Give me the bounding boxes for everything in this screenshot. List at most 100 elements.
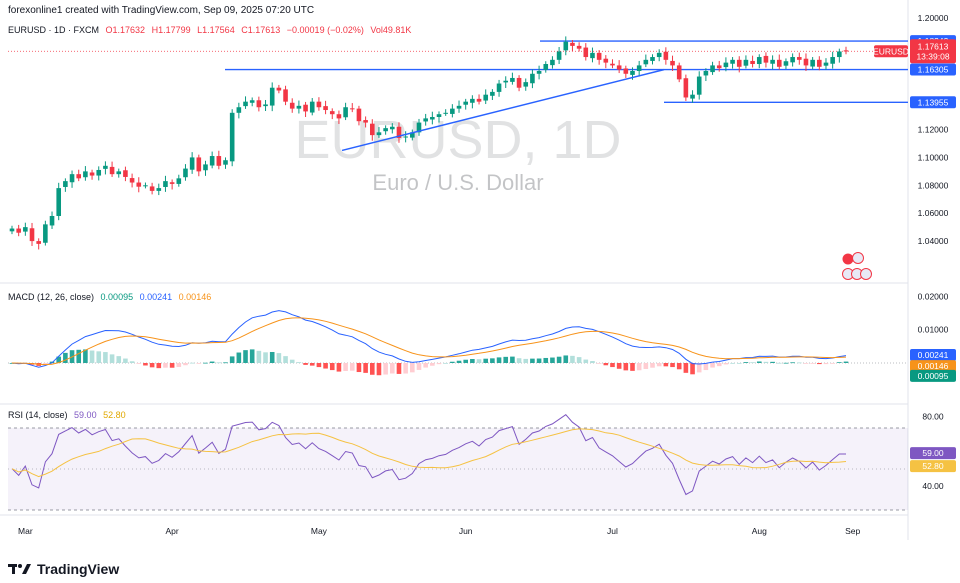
- macd-bar: [710, 363, 715, 368]
- macd-bar: [510, 356, 515, 363]
- macd-bar: [470, 359, 475, 363]
- candle-body: [656, 52, 662, 58]
- candle-body: [716, 65, 722, 69]
- candle-body: [323, 106, 328, 111]
- rsi-ma-line: [11, 428, 847, 478]
- macd-bar: [530, 358, 535, 363]
- change-value: −0.00019 (−0.02%): [286, 25, 364, 35]
- candle-body: [430, 116, 435, 120]
- macd-value-label: 0.00095: [918, 371, 949, 381]
- candle-body: [736, 59, 742, 67]
- candle-body: [96, 169, 102, 176]
- rsi-value-label: 52.80: [922, 461, 944, 471]
- candle-body: [176, 178, 182, 184]
- candle-body: [376, 132, 382, 136]
- candle-body: [156, 188, 162, 191]
- macd-bar: [830, 363, 835, 364]
- macd-bar: [483, 358, 489, 363]
- candle-body: [49, 215, 55, 226]
- macd-bar: [143, 363, 148, 366]
- macd-bar: [770, 361, 775, 363]
- candle-body: [336, 114, 342, 119]
- economic-events[interactable]: [842, 252, 872, 280]
- candle-body: [536, 70, 542, 74]
- event-flag-icon[interactable]: [842, 253, 854, 265]
- candle-body: [36, 241, 41, 244]
- candle-body: [516, 77, 522, 88]
- macd-bar: [403, 363, 408, 374]
- candle-body: [763, 55, 769, 63]
- candle-body: [136, 182, 142, 187]
- candle-body: [189, 157, 195, 170]
- candle-body: [790, 57, 795, 63]
- macd-bar: [363, 363, 368, 373]
- event-flag-icon[interactable]: [860, 268, 872, 280]
- macd-bar: [323, 363, 328, 369]
- macd-bar: [803, 363, 809, 364]
- candle-body: [636, 65, 642, 71]
- candle-body: [556, 51, 562, 60]
- candle-body: [576, 45, 582, 49]
- rsi-value-tag: [910, 447, 956, 460]
- candle-body: [843, 50, 849, 52]
- macd-bar: [823, 363, 829, 365]
- candle-body: [523, 82, 529, 87]
- candle-body: [730, 59, 735, 64]
- candle-body: [16, 228, 21, 233]
- macd-bar: [763, 361, 769, 363]
- macd-bar: [817, 363, 822, 365]
- time-tick-label: Apr: [166, 526, 179, 536]
- time-axis: Mar Apr May Jun Jul Aug Sep: [18, 526, 860, 536]
- candle-body: [116, 171, 122, 175]
- symbol-label: EURUSD · 1D · FXCM: [8, 25, 100, 35]
- macd-bar: [203, 362, 208, 364]
- macd-bar: [249, 349, 255, 363]
- candle-body: [583, 47, 589, 58]
- candle-body: [63, 181, 68, 187]
- macd-bar: [430, 363, 435, 366]
- candle-body: [690, 94, 695, 99]
- macd-bar: [116, 356, 122, 363]
- candle-body: [696, 76, 702, 95]
- macd-line-value: 0.00241: [139, 292, 173, 302]
- macd-bar: [610, 363, 615, 368]
- price-legend: EURUSD · 1D · FXCM O1.17632 H1.17799 L1.…: [8, 25, 415, 35]
- symbol-tag: [874, 45, 908, 58]
- macd-bar: [96, 351, 102, 363]
- candle-body: [29, 228, 35, 242]
- price-axis: 1.200001.183431.163051.140001.139551.120…: [873, 13, 956, 491]
- candle-body: [450, 108, 455, 114]
- candle-body: [183, 168, 188, 178]
- level-price-label: 1.13955: [918, 97, 949, 107]
- macd-bar: [683, 363, 689, 373]
- macd-bar: [283, 356, 288, 363]
- candle-body: [56, 188, 62, 216]
- candle-body: [369, 123, 375, 136]
- macd-bar: [269, 351, 275, 363]
- candle-body: [129, 178, 135, 183]
- watermark-subtitle: Euro / U.S. Dollar: [372, 170, 543, 195]
- macd-bar: [650, 363, 655, 368]
- rsi-value-label: 59.00: [922, 448, 944, 458]
- candle-body: [103, 165, 108, 169]
- macd-bar: [376, 363, 382, 376]
- macd-bar: [603, 363, 609, 366]
- candle-body: [269, 87, 275, 106]
- macd-bar: [730, 362, 735, 364]
- candle-body: [316, 101, 322, 108]
- candle-body: [837, 51, 842, 58]
- trendline[interactable]: [341, 68, 665, 152]
- macd-bar: [783, 362, 789, 364]
- candle-body: [76, 174, 82, 179]
- candle-body: [776, 59, 782, 67]
- candle-body: [143, 185, 148, 187]
- candle-body: [209, 156, 215, 166]
- candle-body: [149, 186, 155, 191]
- macd-bar: [476, 359, 482, 363]
- candle-body: [830, 57, 835, 64]
- candle-body: [610, 63, 615, 66]
- event-flag-icon[interactable]: [852, 252, 864, 264]
- candle-body: [596, 52, 602, 60]
- candle-body: [9, 228, 15, 232]
